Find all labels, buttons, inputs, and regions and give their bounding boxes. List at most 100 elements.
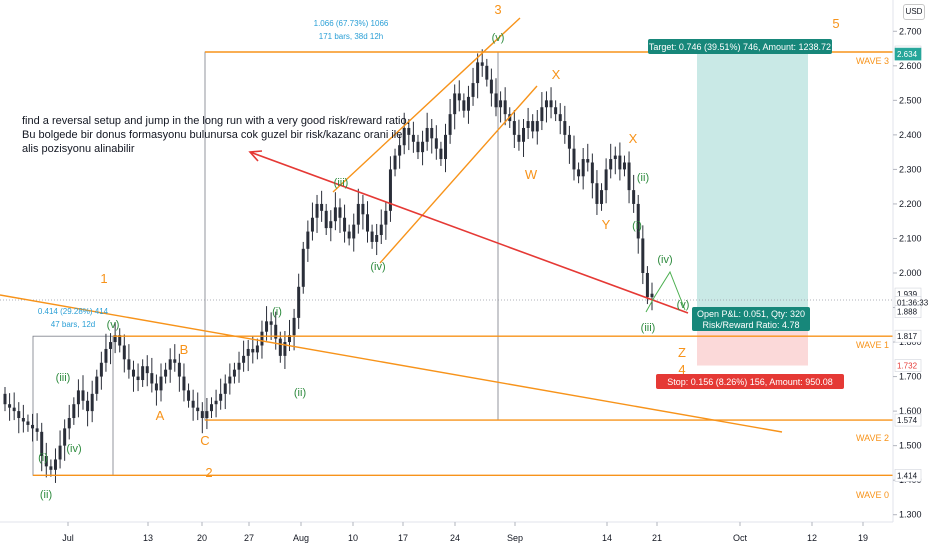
candle-body	[131, 369, 135, 377]
trend-line-long	[0, 294, 783, 433]
candle-body	[205, 411, 209, 419]
candle-body	[343, 217, 347, 232]
candle-body	[95, 376, 99, 394]
y-tick-label: 2.400	[899, 130, 922, 140]
candle-body	[494, 93, 498, 108]
candle-body	[306, 231, 310, 249]
candle-body	[81, 390, 85, 401]
red-arrow-head	[248, 150, 263, 162]
candle-body	[604, 169, 608, 191]
candle-body	[297, 286, 301, 318]
candle-body	[274, 324, 278, 339]
x-tick-label: 27	[244, 533, 254, 543]
candle-body	[200, 411, 204, 419]
candle-body	[141, 366, 145, 381]
x-tick-label: Jul	[62, 533, 74, 543]
measure-1-line1: 1.066 (67.73%) 1066	[314, 19, 389, 28]
wave-label-orange: 4	[678, 362, 685, 377]
candle-body	[512, 121, 516, 135]
candle-body	[113, 335, 117, 343]
candle-body	[540, 107, 544, 122]
y-tick-label: 1.300	[899, 510, 922, 520]
price-tag-box	[894, 413, 922, 427]
x-tick-label: 13	[143, 533, 153, 543]
candle-body	[503, 100, 507, 115]
pnl-line-1: Open P&L: 0.051, Qty: 320	[697, 309, 805, 319]
x-tick-label: Aug	[293, 533, 309, 543]
candle-body	[453, 93, 457, 115]
candle-body	[627, 162, 631, 191]
candle-body	[356, 203, 360, 225]
wave-label-orange: 3	[494, 2, 501, 17]
wave-label-green: (i)	[272, 306, 282, 318]
candle-body	[67, 418, 71, 429]
projection-path	[645, 270, 686, 313]
candle-body	[26, 421, 30, 425]
candle-body	[618, 155, 622, 170]
stop-badge	[656, 374, 844, 389]
wave-labels: 1 2 3 4 5 A B C W X Y X Z (ii) (i) (iii) (iv) (v) (i) (ii) (…	[38, 2, 840, 501]
candle-body	[223, 383, 227, 394]
wave-label-orange: W	[525, 167, 538, 182]
x-axis: Jul 13 20 27 Aug 10 17 24 Sep 14 21 Oct 12 19	[62, 522, 868, 543]
candle-body	[228, 376, 232, 384]
note-line-3: alis pozisyonu alinabilir	[22, 143, 135, 155]
stop-text: Stop: 0.156 (8.26%) 156, Amount: 950.08	[667, 377, 833, 387]
candle-body	[99, 362, 103, 377]
channel-upper	[332, 17, 521, 193]
candle-body	[457, 93, 461, 101]
candle-body	[632, 190, 636, 204]
candle-body	[361, 203, 365, 215]
candle-body	[159, 376, 163, 391]
candle-body	[17, 411, 21, 419]
x-tick-label: 10	[348, 533, 358, 543]
candle-body	[444, 134, 448, 160]
candle-body	[485, 65, 489, 80]
candle-body	[21, 418, 25, 422]
candle-body	[109, 342, 113, 349]
candle-body	[577, 169, 581, 177]
candle-body	[388, 169, 392, 211]
candle-body	[136, 376, 140, 381]
candle-body	[375, 235, 379, 242]
x-tick-label: 17	[398, 533, 408, 543]
price-tag-text: 1.574	[897, 416, 918, 425]
wave-label-orange: C	[200, 433, 209, 448]
price-tag-text: 1.817	[897, 332, 918, 341]
red-arrow-line	[249, 151, 689, 314]
measure-2-line1: 0.414 (29.28%) 414	[38, 307, 109, 316]
candle-body	[370, 231, 374, 242]
pnl-badge	[692, 307, 810, 331]
x-tick-label: 14	[602, 533, 612, 543]
candle-body	[127, 359, 131, 370]
y-tick-label: 1.700	[899, 372, 922, 382]
candle-body	[173, 359, 177, 363]
candle-body	[567, 134, 571, 149]
measure-1-line2: 171 bars, 38d 12h	[319, 32, 384, 41]
candle-body	[310, 217, 314, 232]
candle-body	[581, 159, 585, 177]
candle-body	[260, 331, 264, 346]
x-tick-label: Oct	[733, 533, 748, 543]
candle-body	[219, 393, 223, 401]
wave-label-green: (ii)	[637, 172, 649, 184]
candle-body	[8, 404, 12, 408]
currency-button[interactable]: USD	[903, 4, 925, 20]
candle-body	[191, 400, 195, 408]
y-tick-label: 2.200	[899, 199, 922, 209]
candle-body	[366, 214, 370, 232]
candle-body	[53, 459, 57, 470]
candle-body	[104, 348, 108, 363]
candle-body	[650, 293, 654, 298]
y-tick-label: 2.000	[899, 268, 922, 278]
candle-body	[12, 407, 16, 412]
x-tick-label: Sep	[507, 533, 523, 543]
candle-body	[379, 224, 383, 236]
candle-body	[333, 207, 337, 222]
candle-body	[232, 369, 236, 377]
candle-body	[242, 355, 246, 363]
profit-zone	[697, 52, 808, 312]
candle-body	[3, 393, 7, 405]
price-tag-text: 2.634	[897, 50, 918, 59]
